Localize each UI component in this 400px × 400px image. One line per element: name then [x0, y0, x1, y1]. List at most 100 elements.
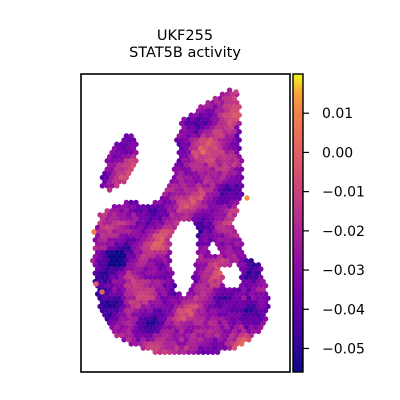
- spot: [106, 303, 113, 310]
- spot: [130, 228, 137, 235]
- spot: [202, 312, 209, 318]
- spot: [200, 282, 206, 289]
- spot: [102, 245, 108, 251]
- spot: [231, 320, 238, 326]
- spot: [231, 178, 238, 185]
- spot: [248, 307, 254, 314]
- spot: [181, 332, 187, 339]
- spot: [219, 299, 226, 306]
- spot: [210, 149, 216, 156]
- spot: [138, 291, 144, 297]
- spot: [226, 162, 233, 168]
- spot: [205, 324, 211, 330]
- spot: [202, 262, 209, 268]
- spot: [181, 199, 187, 206]
- spot: [157, 316, 163, 322]
- spot: [231, 287, 238, 293]
- spot: [181, 299, 187, 306]
- spot: [238, 282, 245, 289]
- spot: [205, 199, 211, 206]
- spot: [195, 224, 202, 231]
- spot: [181, 324, 187, 330]
- spot: [244, 195, 250, 201]
- spot: [207, 328, 214, 335]
- spot: [253, 274, 259, 281]
- spot: [169, 295, 175, 301]
- spot: [212, 262, 218, 268]
- spot: [202, 237, 209, 243]
- spot: [222, 178, 228, 185]
- spot: [147, 208, 154, 214]
- spot: [217, 112, 223, 118]
- spot: [217, 320, 223, 326]
- spot: [140, 270, 146, 276]
- spot: [241, 328, 247, 335]
- spot: [178, 320, 185, 326]
- spot: [133, 291, 139, 297]
- spot: [118, 158, 125, 164]
- spot: [258, 316, 264, 322]
- spot: [94, 241, 101, 247]
- spot: [198, 345, 204, 351]
- spot: [159, 337, 166, 343]
- spot: [210, 324, 216, 330]
- spot: [198, 170, 204, 177]
- spot: [241, 253, 247, 260]
- spot: [219, 199, 226, 206]
- spot: [104, 274, 110, 281]
- spot: [217, 145, 223, 152]
- spot: [217, 104, 223, 110]
- spot: [142, 241, 149, 247]
- spot: [217, 170, 223, 177]
- spot: [214, 307, 221, 314]
- spot: [253, 266, 259, 272]
- spot: [164, 245, 170, 251]
- spot: [178, 203, 185, 210]
- spot: [181, 124, 187, 131]
- spot: [138, 274, 144, 281]
- spot: [190, 124, 197, 131]
- spot: [181, 341, 187, 347]
- spot: [246, 337, 252, 343]
- spot: [135, 295, 142, 301]
- spot: [193, 320, 199, 326]
- spot: [248, 282, 254, 289]
- spot: [154, 253, 161, 260]
- spot: [198, 245, 204, 251]
- spot: [195, 183, 202, 189]
- spot: [212, 212, 218, 218]
- spot: [147, 341, 154, 347]
- spot: [219, 208, 226, 214]
- spot: [193, 154, 199, 160]
- spot: [147, 316, 154, 322]
- spot: [248, 258, 254, 264]
- spot: [142, 332, 149, 339]
- spot: [198, 228, 204, 235]
- spot: [94, 233, 101, 239]
- spot: [217, 237, 223, 243]
- spot: [193, 328, 199, 335]
- spot: [217, 220, 223, 226]
- spot: [212, 170, 218, 177]
- spot: [222, 112, 228, 118]
- spot: [116, 328, 122, 335]
- spot: [198, 270, 204, 276]
- spot: [224, 341, 230, 347]
- spot: [214, 166, 221, 172]
- spot: [138, 299, 144, 306]
- spot: [106, 237, 113, 243]
- spot: [114, 291, 120, 297]
- spot: [234, 149, 240, 156]
- spot: [104, 282, 110, 289]
- spot: [138, 266, 144, 272]
- spot: [140, 337, 146, 343]
- spot: [219, 133, 226, 139]
- spot: [229, 174, 235, 181]
- spot: [210, 341, 216, 347]
- spot: [233, 89, 239, 95]
- spot: [130, 312, 137, 318]
- spot: [212, 178, 218, 185]
- spot: [226, 203, 233, 210]
- spot: [188, 337, 194, 343]
- spot: [178, 187, 185, 193]
